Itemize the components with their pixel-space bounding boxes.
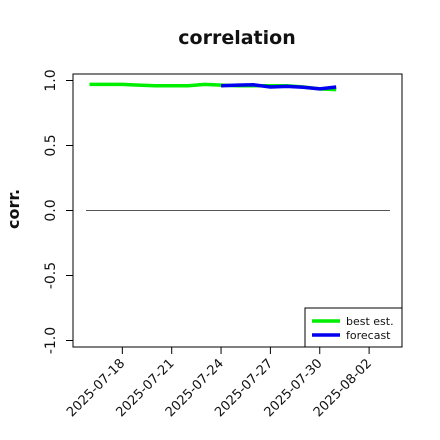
legend: best est. forecast: [304, 307, 403, 348]
y-tick-label: 0.0: [43, 199, 59, 221]
y-tick-label: -1.0: [43, 327, 59, 354]
y-tick-label: -0.5: [43, 262, 59, 289]
legend-box: [304, 307, 403, 348]
chart-title: correlation: [178, 27, 295, 49]
legend-label-forecast: forecast: [346, 329, 391, 342]
y-tick-label: 1.0: [43, 69, 59, 91]
legend-label-best-est: best est.: [346, 315, 394, 328]
series-line-forecast: [221, 83, 337, 91]
y-tick-label: 0.5: [43, 134, 59, 156]
y-axis-label: corr.: [4, 189, 23, 229]
